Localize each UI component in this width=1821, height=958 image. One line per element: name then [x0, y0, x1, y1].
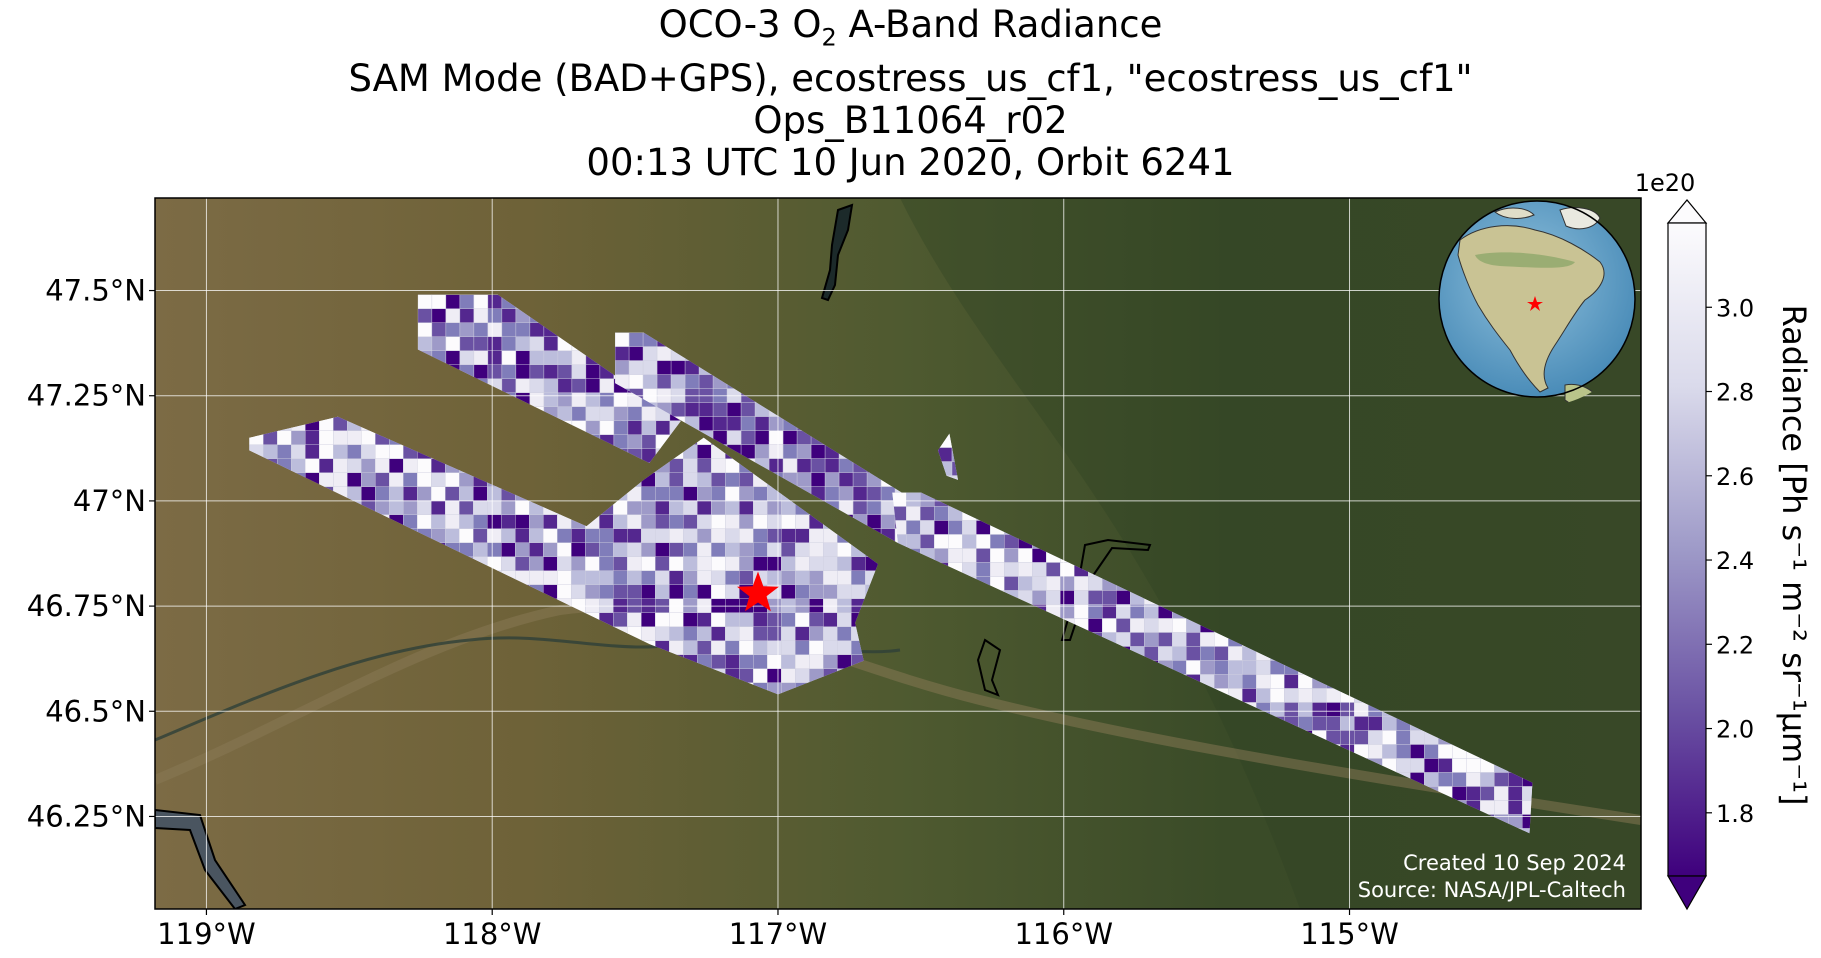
chart-title: OCO-3 O2 A-Band Radiance SAM Mode (BAD+G…: [0, 4, 1821, 184]
lake-outline-south: [976, 638, 1002, 697]
colorbar-tick-label: 1.8: [1716, 800, 1754, 828]
source-credit: Source: NASA/JPL-Caltech: [1358, 878, 1626, 902]
map-frame: [154, 197, 1642, 910]
y-tick-label: 47.5°N: [45, 274, 146, 308]
colorbar-tick-label: 3.0: [1716, 294, 1754, 322]
y-tick-label: 47°N: [73, 484, 146, 518]
map-gridlines: [155, 198, 1641, 909]
title-line-2: SAM Mode (BAD+GPS), ecostress_us_cf1, "e…: [348, 57, 1473, 101]
target-star: [737, 571, 779, 612]
target-marker-layer: [737, 571, 779, 612]
y-tick-label: 46.75°N: [27, 589, 146, 623]
title-line-3: Ops_B11064_r02: [753, 99, 1068, 143]
globe-target-star: [1527, 296, 1543, 311]
lake-outline-coeur-dalene: [820, 203, 854, 302]
satellite-basemap: [155, 198, 1641, 909]
colorbar-tick-label: 2.6: [1716, 463, 1754, 491]
colorbar-tick-label: 2.0: [1716, 716, 1754, 744]
colorbar-extend-top: [1666, 199, 1708, 224]
reservoir-outline-west: [155, 808, 247, 909]
basemap-shading: [900, 198, 1641, 909]
y-tick-label: 46.25°N: [27, 799, 146, 833]
colorbar-extend-bottom: [1666, 875, 1708, 911]
colorbar-tick-label: 2.4: [1716, 547, 1754, 575]
globe-greenland: [1559, 207, 1601, 230]
colorbar-label: Radiance [Ph s⁻¹ m⁻² sr⁻¹μm⁻¹]: [1775, 305, 1813, 806]
colorbar-ticks: 1.8 2.0 2.2 2.4 2.6 2.8 3.0: [1706, 294, 1754, 828]
y-tick-label: 46.5°N: [45, 694, 146, 728]
x-tick-label: 117°W: [729, 917, 828, 951]
colorbar: 1e20 1.8 2.0 2.2 2.4 2.6 2.8 3.0 Radiance [Ph …: [1635, 169, 1813, 911]
title-line-4: 00:13 UTC 10 Jun 2020, Orbit 6241: [586, 141, 1235, 185]
colorbar-gradient-bar: [1667, 222, 1707, 877]
inset-globe: [1438, 200, 1636, 407]
globe-outline: [1438, 200, 1636, 398]
globe-forest-band: [1475, 252, 1575, 268]
axis-ticks: 119°W 118°W 117°W 116°W 115°W 47.5°N 47.25°N 47…: [27, 274, 1399, 951]
colorbar-tick-label: 2.2: [1716, 631, 1754, 659]
x-tick-label: 119°W: [157, 917, 256, 951]
y-tick-label: 47.25°N: [27, 379, 146, 413]
x-tick-label: 118°W: [443, 917, 542, 951]
title-line-1: OCO-3 O2 A-Band Radiance: [658, 3, 1163, 52]
globe-arctic-islands: [1494, 207, 1535, 219]
x-tick-label: 116°W: [1014, 917, 1113, 951]
colorbar-tick-label: 2.8: [1716, 379, 1754, 407]
created-credit: Created 10 Sep 2024: [1403, 851, 1626, 875]
colorbar-multiplier: 1e20: [1635, 169, 1696, 197]
x-tick-label: 115°W: [1300, 917, 1399, 951]
